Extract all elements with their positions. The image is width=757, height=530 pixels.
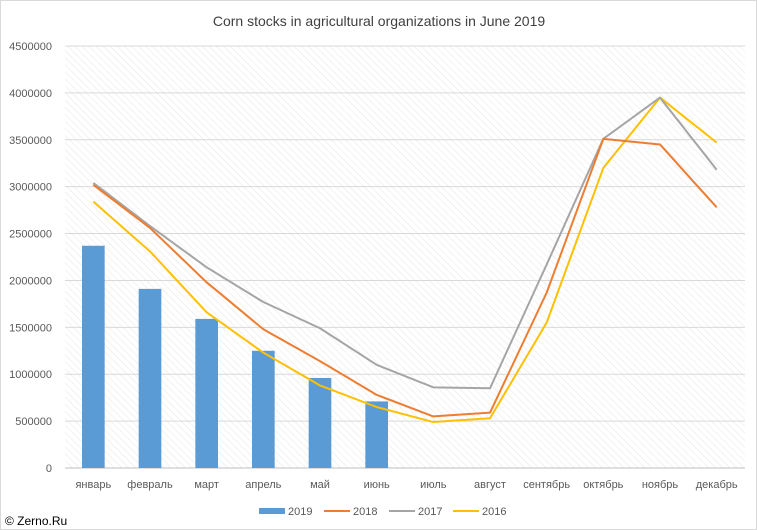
x-tick-label: апрель: [245, 479, 281, 491]
legend-label-2018: 2018: [353, 506, 377, 518]
legend-swatch-2019: [259, 508, 285, 514]
y-tick-label: 3500000: [9, 135, 52, 147]
y-tick-label: 2000000: [9, 275, 52, 287]
bar-2019: [252, 350, 275, 468]
x-tick-label: февраль: [127, 479, 173, 491]
plot-background: [65, 46, 745, 468]
line-series-2016: [92, 96, 718, 424]
y-tick-label: 3000000: [9, 182, 52, 194]
bar-2019: [365, 401, 388, 468]
x-tick-label: июнь: [364, 479, 390, 491]
plot-area: 0 500000 1000000 1500000 2000000 2500000 30000…: [9, 41, 745, 491]
x-tick-label: сентябрь: [523, 479, 570, 491]
chart-title: Corn stocks in agricultural organization…: [213, 13, 546, 29]
line-series-2018: [92, 137, 718, 418]
y-tick-label: 0: [46, 463, 52, 475]
bar-2019: [138, 288, 162, 468]
y-tick-label: 2500000: [9, 229, 52, 241]
bar-2019: [82, 245, 105, 468]
x-tick-label: январь: [75, 479, 111, 491]
x-tick-label: декабрь: [696, 479, 738, 491]
x-tick-label: август: [474, 479, 506, 491]
y-tick-label: 1000000: [9, 369, 52, 381]
legend-label-2016: 2016: [482, 506, 506, 518]
x-tick-label: март: [194, 479, 219, 491]
legend-label-2017: 2017: [418, 506, 442, 518]
y-tick-label: 4000000: [9, 88, 52, 100]
y-tick-label: 1500000: [9, 322, 52, 334]
y-tick-label: 500000: [15, 416, 52, 428]
y-tick-label: 4500000: [9, 41, 52, 53]
x-tick-label: май: [310, 479, 330, 491]
legend: 2019 2018 2017 2016: [259, 506, 506, 518]
bar-2019: [195, 318, 218, 468]
line-series-2017: [92, 96, 718, 390]
credit-text: © Zerno.Ru: [5, 514, 67, 528]
legend-label-2019: 2019: [288, 506, 312, 518]
x-tick-label: октябрь: [583, 479, 623, 491]
x-tick-label: июль: [420, 479, 447, 491]
bar-2019: [308, 377, 332, 468]
x-tick-label: ноябрь: [642, 479, 679, 491]
